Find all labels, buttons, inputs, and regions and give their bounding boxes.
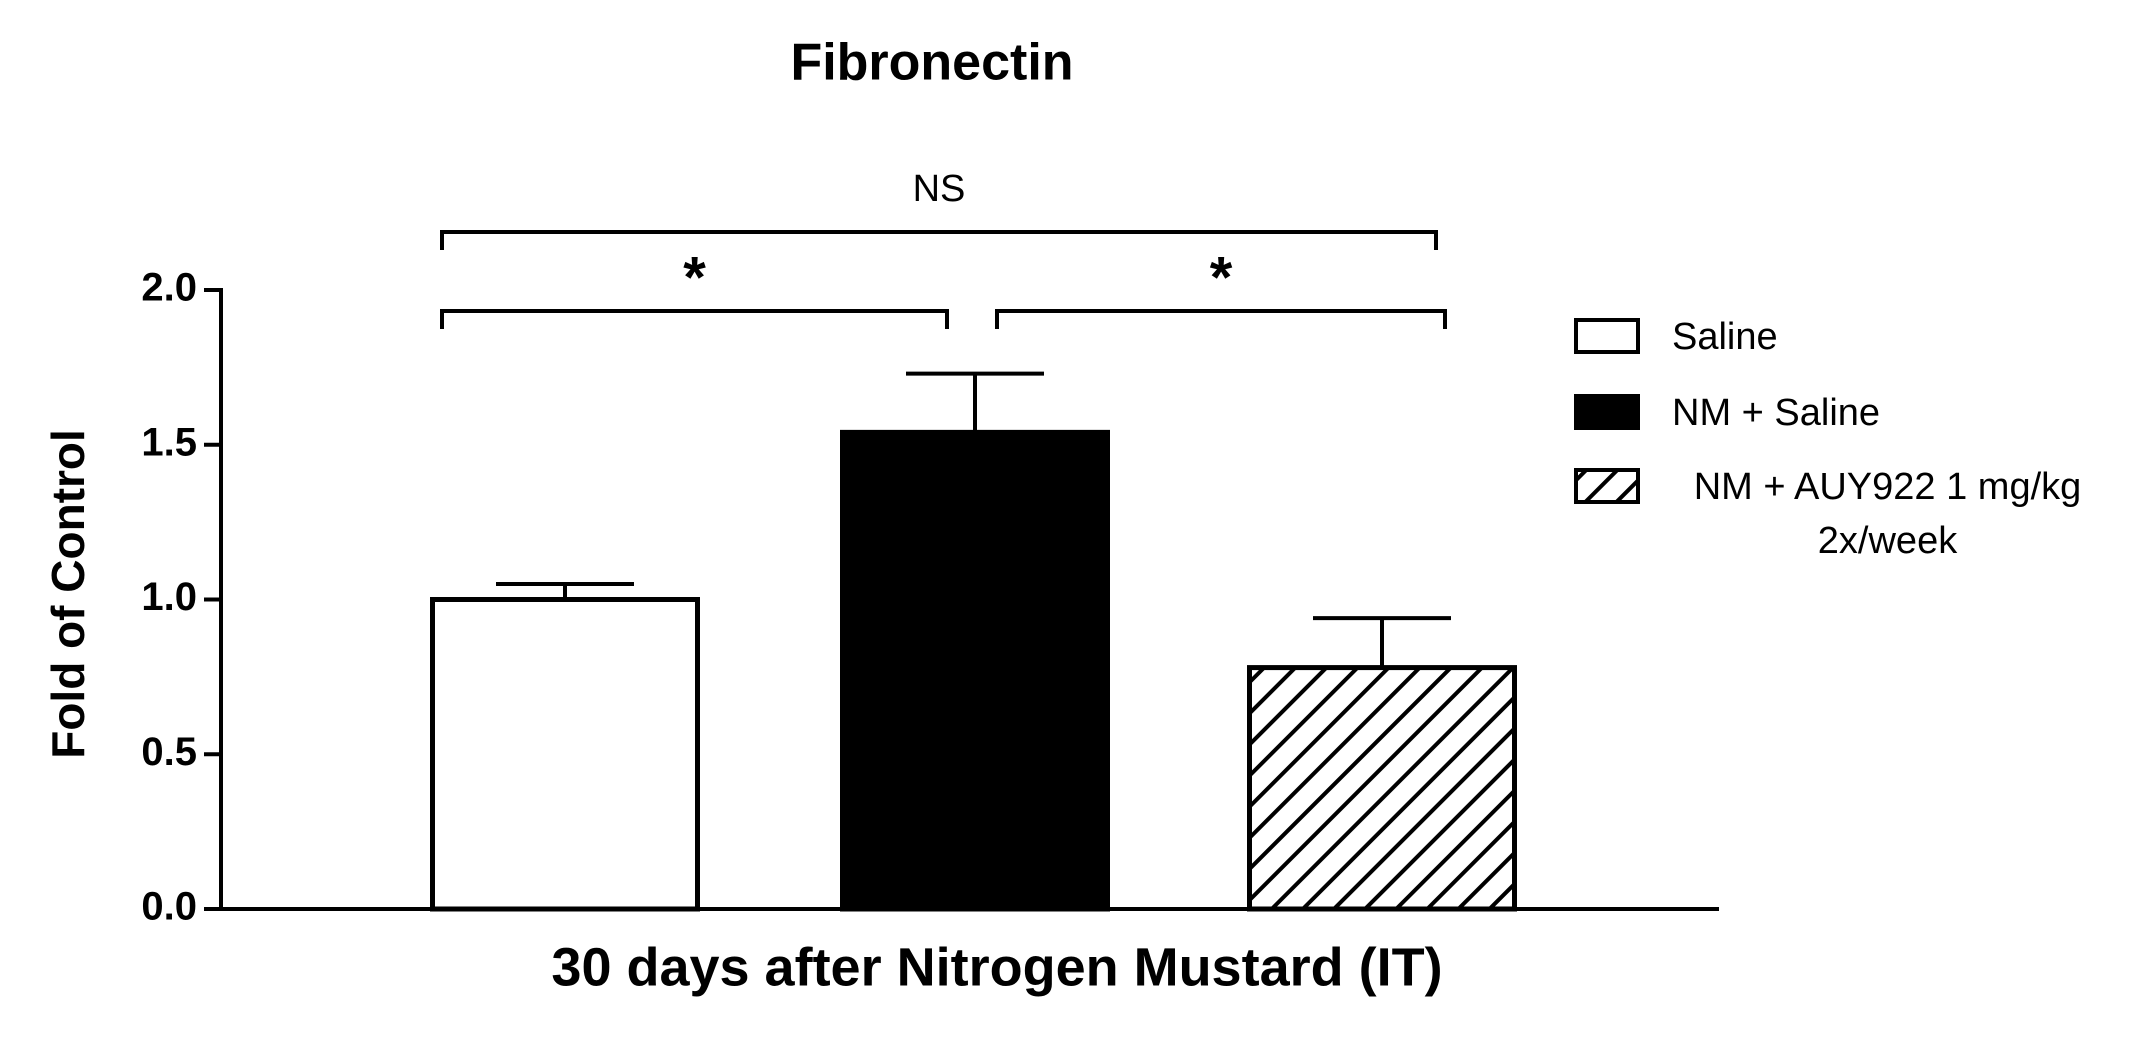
bar <box>1247 665 1517 912</box>
legend-item: NM + AUY922 1 mg/kg 2x/week <box>1693 466 2082 562</box>
significance-label: NS <box>913 168 966 210</box>
x-axis-label: 30 days after Nitrogen Mustard (IT) <box>551 937 1442 997</box>
significance-bracket <box>440 309 949 329</box>
y-tick-label: 1.5 <box>141 420 197 464</box>
y-tick-label: 0.5 <box>141 730 197 774</box>
significance-bracket <box>995 309 1447 329</box>
y-axis-label: Fold of Control <box>42 429 94 759</box>
legend-label: NM + AUY922 1 mg/kg 2x/week <box>1693 466 2082 562</box>
bar <box>430 597 700 912</box>
y-tick-label: 2.0 <box>141 266 197 310</box>
bar <box>840 429 1110 912</box>
legend-label: Saline <box>1672 316 1778 358</box>
error-bar <box>496 582 634 600</box>
y-tick-label: 1.0 <box>141 575 197 619</box>
legend-label: NM + Saline <box>1672 392 1881 434</box>
significance-bracket <box>440 230 1438 250</box>
significance-label: * <box>1210 245 1233 310</box>
error-bar <box>1313 616 1451 668</box>
legend-swatch <box>1574 468 1640 504</box>
error-bar <box>906 371 1044 433</box>
legend-swatch <box>1574 318 1640 354</box>
legend-item: Saline <box>1672 316 1778 358</box>
legend-swatch <box>1574 394 1640 430</box>
chart-title: Fibronectin <box>790 34 1073 92</box>
y-tick-label: 0.0 <box>141 885 197 929</box>
significance-label: * <box>683 245 706 310</box>
legend-item: NM + Saline <box>1672 392 1881 434</box>
